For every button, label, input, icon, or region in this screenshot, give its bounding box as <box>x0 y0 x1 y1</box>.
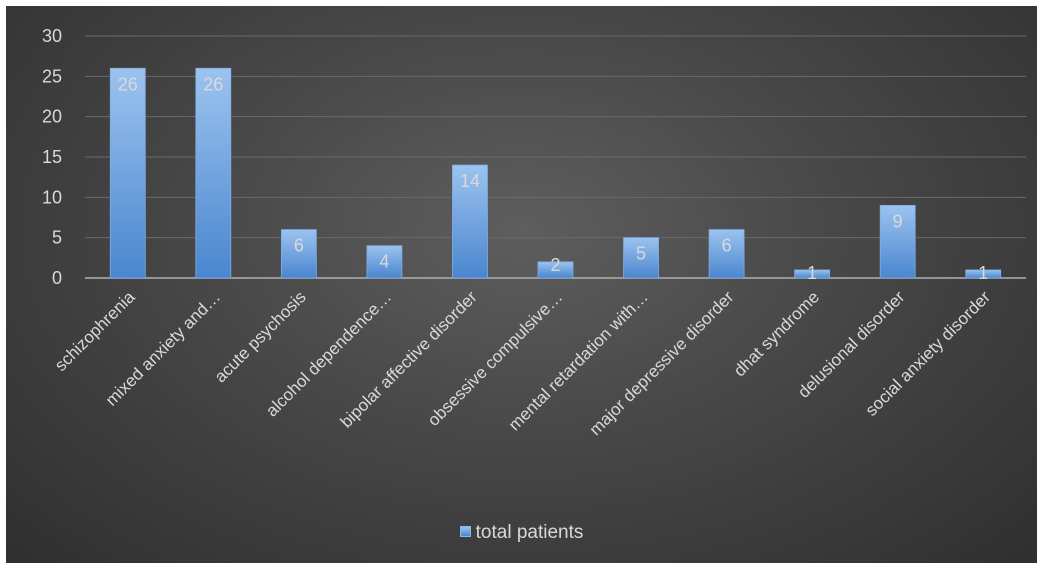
legend-swatch <box>459 526 471 537</box>
legend: total patients <box>6 522 1037 544</box>
bar <box>879 204 916 279</box>
category-label: major depressive disorder <box>586 287 738 439</box>
y-tick-label: 25 <box>42 66 62 86</box>
data-label: 4 <box>379 252 389 272</box>
data-label: 6 <box>294 236 304 256</box>
data-label: 1 <box>978 263 988 283</box>
bar <box>280 229 317 279</box>
bar <box>623 237 659 279</box>
bar <box>366 245 403 279</box>
y-axis-ticks: 0 5 10 15 20 25 30 <box>42 26 62 288</box>
category-label: schizophrenia <box>51 287 139 375</box>
bar <box>452 164 488 279</box>
data-label: 1 <box>807 263 817 283</box>
bar <box>195 67 232 279</box>
bar <box>708 229 745 279</box>
y-tick-label: 15 <box>42 147 62 167</box>
data-label: 2 <box>550 255 560 275</box>
category-label: mental retardation with… <box>505 287 652 434</box>
chart-frame: 26 26 6 4 14 2 5 6 1 9 1 0 5 10 15 20 25 30 schizophreni… <box>6 6 1037 563</box>
bar <box>794 269 831 279</box>
bar <box>965 269 1002 279</box>
data-label: 26 <box>118 74 138 94</box>
data-label: 5 <box>636 244 646 264</box>
category-label: dhat syndrome <box>730 287 823 380</box>
bar <box>537 261 574 279</box>
y-tick-label: 20 <box>42 107 62 127</box>
legend-label: total patients <box>475 522 584 543</box>
y-tick-label: 30 <box>42 26 62 46</box>
data-label: 26 <box>203 74 223 94</box>
data-labels: 26 26 6 4 14 2 5 6 1 9 1 <box>118 74 988 283</box>
data-label: 9 <box>893 211 903 231</box>
y-tick-label: 10 <box>42 187 62 207</box>
category-label: bipolar affective disorder <box>337 287 481 431</box>
data-label: 6 <box>722 236 732 256</box>
y-tick-label: 5 <box>52 228 62 248</box>
bar <box>109 67 146 279</box>
y-tick-label: 0 <box>52 268 62 288</box>
bars <box>109 67 1002 279</box>
data-label: 14 <box>460 171 480 191</box>
category-label: acute psychosis <box>211 287 310 386</box>
